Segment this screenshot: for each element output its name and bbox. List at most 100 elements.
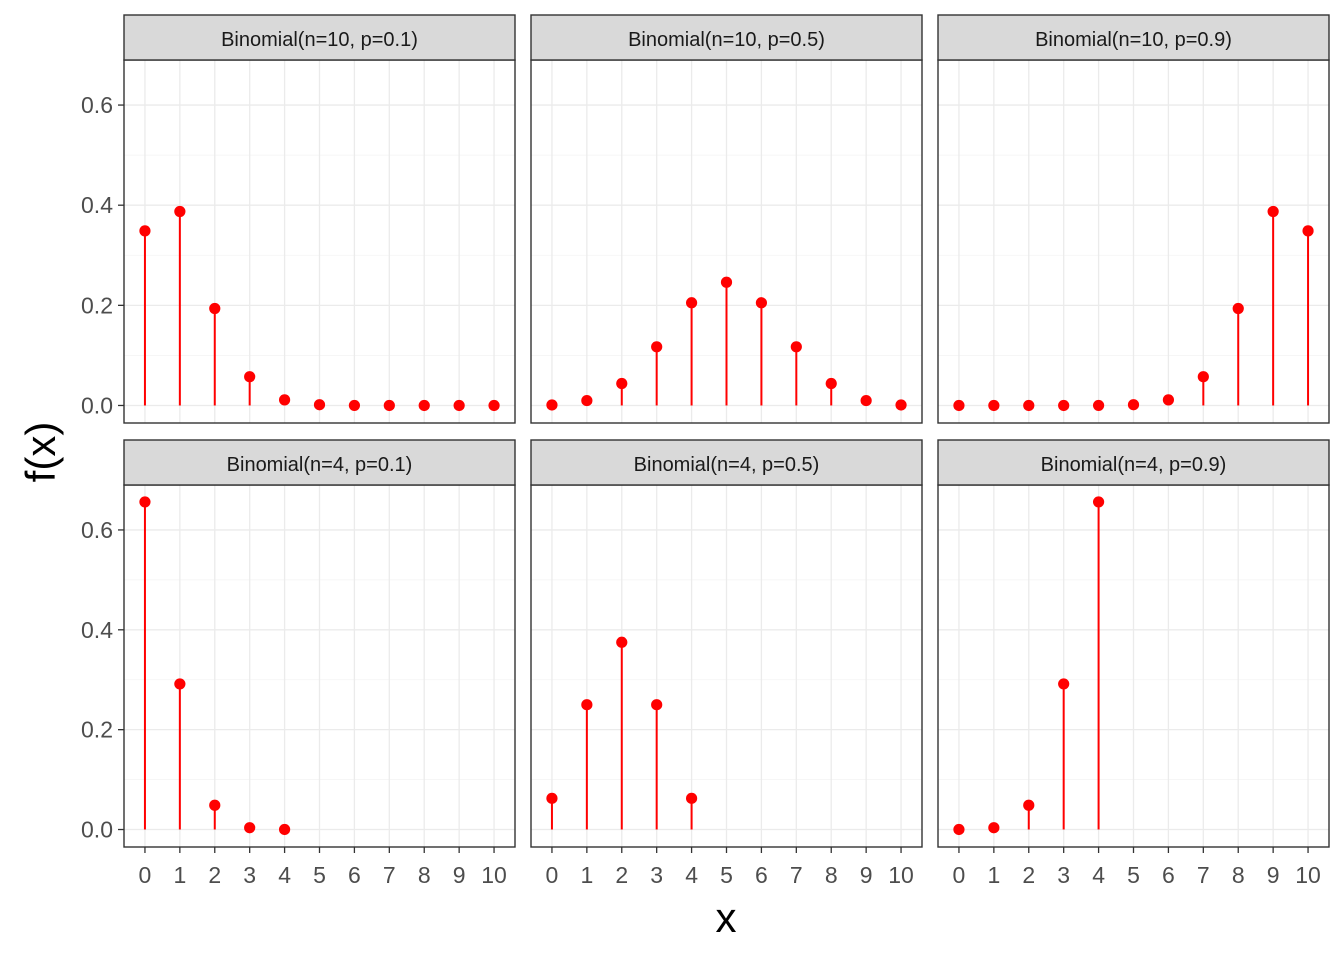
panel-1-point [139,225,151,237]
panel-3-point [988,399,1000,412]
y-tick-label: 0.6 [81,92,113,118]
x-tick-label: 6 [755,862,768,888]
panel-1-strip-label: Binomial(n=10, p=0.1) [221,29,418,51]
panel-3-point [1232,302,1244,315]
panel-6-strip [937,439,1330,486]
panel-1-point [313,399,326,411]
panel-3-point [953,399,965,412]
panel-5-point [581,699,593,711]
y-tick-label: 0.0 [81,817,113,843]
y-tick-label: 0.6 [81,517,113,543]
panel-4-point [174,678,186,690]
panel-1-point [453,399,465,412]
x-tick-label: 1 [580,862,593,888]
panel-4-point [244,822,256,834]
panel-2-point [825,377,837,390]
panel-3-point [1058,399,1070,412]
panel-1-point [348,399,361,412]
x-tick-label: 8 [418,862,431,888]
panel-1-point [174,205,186,218]
panel-1-point [418,399,430,412]
panel-6-point [988,822,1000,834]
panel-3-point [1127,399,1140,411]
x-tick-label: 2 [208,862,221,888]
panel-4-point [139,496,151,508]
x-tick-label: 3 [243,862,256,888]
y-tick-label: 0.4 [81,617,113,643]
panel-2-point [860,394,872,407]
x-tick-label: 9 [453,862,466,888]
panel-3-strip [937,14,1330,61]
x-tick-label: 10 [481,862,507,888]
x-tick-label: 8 [1232,862,1245,888]
panel-2-point [720,276,733,288]
x-tick-label: 0 [139,862,152,888]
x-tick-label: 7 [1197,862,1210,888]
panel-5-strip-label: Binomial(n=4, p=0.5) [634,454,820,476]
y-tick-label: 0.2 [81,717,113,743]
panel-1-point [209,302,221,315]
x-tick-label: 9 [860,862,873,888]
x-tick-label: 3 [650,862,663,888]
x-axis-title: x [716,894,737,941]
x-tick-label: 2 [615,862,628,888]
panel-2-strip-label: Binomial(n=10, p=0.5) [628,29,825,51]
x-tick-label: 0 [546,862,559,888]
panel-5-point [685,792,698,804]
x-tick-label: 4 [278,862,291,888]
panel-2-point [651,341,663,353]
x-tick-label: 6 [1162,862,1175,888]
panel-1-point [488,399,500,412]
panel-4-strip-label: Binomial(n=4, p=0.1) [227,454,413,476]
panel-1-point [244,371,256,383]
x-tick-label: 4 [1092,862,1105,888]
panel-6-point [1058,678,1070,690]
panel-2-point [685,297,698,309]
panel-4-point [278,823,291,836]
y-tick-label: 0.4 [81,192,113,218]
panel-3-point [1023,399,1035,412]
x-tick-label: 4 [685,862,698,888]
panel-1-point [278,394,291,406]
panel-2-point [755,297,768,309]
x-tick-label: 5 [313,862,326,888]
panel-2-point [895,399,907,411]
panel-2-point [616,377,628,390]
x-tick-label: 8 [825,862,838,888]
panel-1-strip [123,14,516,61]
y-tick-label: 0.2 [81,292,113,318]
x-tick-label: 7 [383,862,396,888]
panel-6-strip-label: Binomial(n=4, p=0.9) [1041,454,1227,476]
panel-3-point [1197,371,1209,383]
x-tick-label: 1 [173,862,186,888]
panel-3-point [1267,205,1279,218]
panel-4-strip [123,439,516,486]
panel-4-point [209,799,221,811]
panel-3-strip-label: Binomial(n=10, p=0.9) [1035,29,1232,51]
panel-3-point [1302,225,1314,237]
panel-5-point [651,699,663,711]
x-tick-label: 10 [1295,862,1321,888]
panel-2-point [581,394,593,407]
x-tick-label: 5 [1127,862,1140,888]
x-tick-label: 5 [720,862,733,888]
y-axis-title: f(x) [17,422,64,483]
x-tick-label: 1 [987,862,1000,888]
panel-6-point [1023,799,1035,811]
panel-3-point [1092,399,1105,412]
x-tick-label: 2 [1022,862,1035,888]
panel-1-point [383,399,395,412]
panel-5-point [616,636,628,648]
panel-6-point [1092,496,1105,508]
panel-5-point [546,792,558,804]
panel-2-point [546,399,558,411]
x-tick-label: 6 [348,862,361,888]
y-tick-label: 0.0 [81,392,113,418]
x-tick-label: 3 [1057,862,1070,888]
panel-5-strip [530,439,923,486]
panel-3-point [1162,394,1175,406]
x-tick-label: 9 [1267,862,1280,888]
panel-2-strip [530,14,923,61]
